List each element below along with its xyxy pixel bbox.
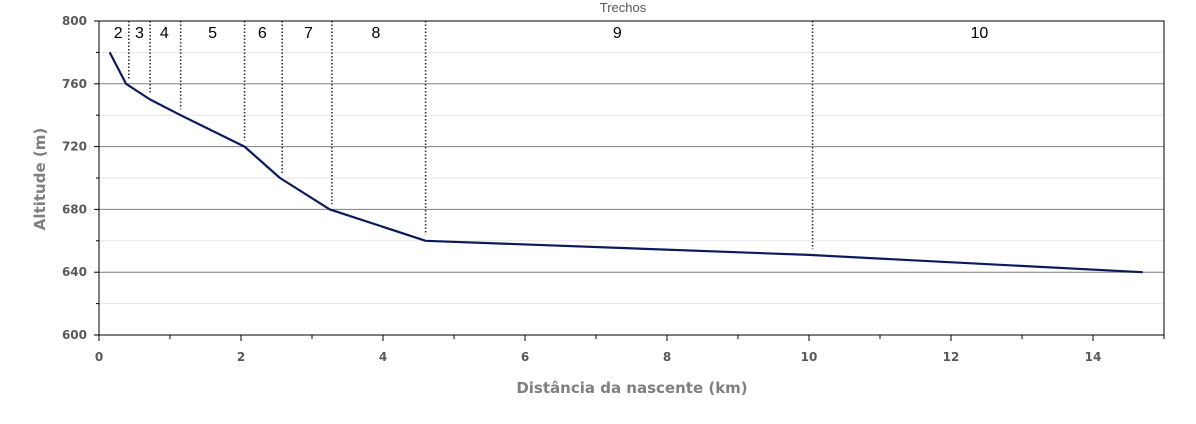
section-label: 2 [114, 25, 123, 42]
section-label: 5 [208, 25, 217, 42]
y-tick-label: 600 [62, 328, 87, 342]
section-label: 6 [258, 25, 267, 42]
section-dividers [128, 21, 814, 250]
x-axis-ticks [98, 335, 1165, 341]
major-grid [99, 83, 1164, 273]
x-tick-label: 8 [663, 350, 671, 364]
y-tick-label: 800 [62, 14, 87, 28]
section-label: 9 [613, 25, 622, 42]
y-axis-tick-labels: 600 640 680 720 760 800 [62, 14, 87, 342]
section-label: 7 [304, 25, 313, 42]
section-label: 3 [135, 25, 144, 42]
section-label: 8 [371, 25, 380, 42]
section-label: 10 [971, 25, 989, 42]
x-tick-label: 10 [801, 350, 818, 364]
y-tick-label: 680 [62, 202, 87, 216]
altitude-line [108, 51, 1143, 274]
x-axis-tick-labels: 0 2 4 6 8 10 12 14 [95, 350, 1102, 364]
section-labels: 2 3 4 5 6 7 8 9 10 [114, 25, 989, 42]
y-tick-label: 720 [62, 140, 87, 154]
minor-grid [99, 51, 1164, 305]
altitude-series [108, 51, 1143, 274]
x-tick-label: 0 [95, 350, 103, 364]
y-axis-ticks [94, 20, 99, 336]
x-tick-label: 12 [943, 350, 960, 364]
x-tick-label: 4 [379, 350, 387, 364]
chart-title: Trechos [600, 0, 647, 15]
y-tick-label: 640 [62, 265, 87, 279]
y-axis-title: Altitude (m) [31, 128, 49, 230]
y-tick-label: 760 [62, 77, 87, 91]
x-tick-label: 14 [1085, 350, 1102, 364]
x-axis-title: Distância da nascente (km) [516, 379, 747, 397]
section-label: 4 [160, 25, 169, 42]
x-tick-label: 6 [521, 350, 529, 364]
x-tick-label: 2 [237, 350, 245, 364]
